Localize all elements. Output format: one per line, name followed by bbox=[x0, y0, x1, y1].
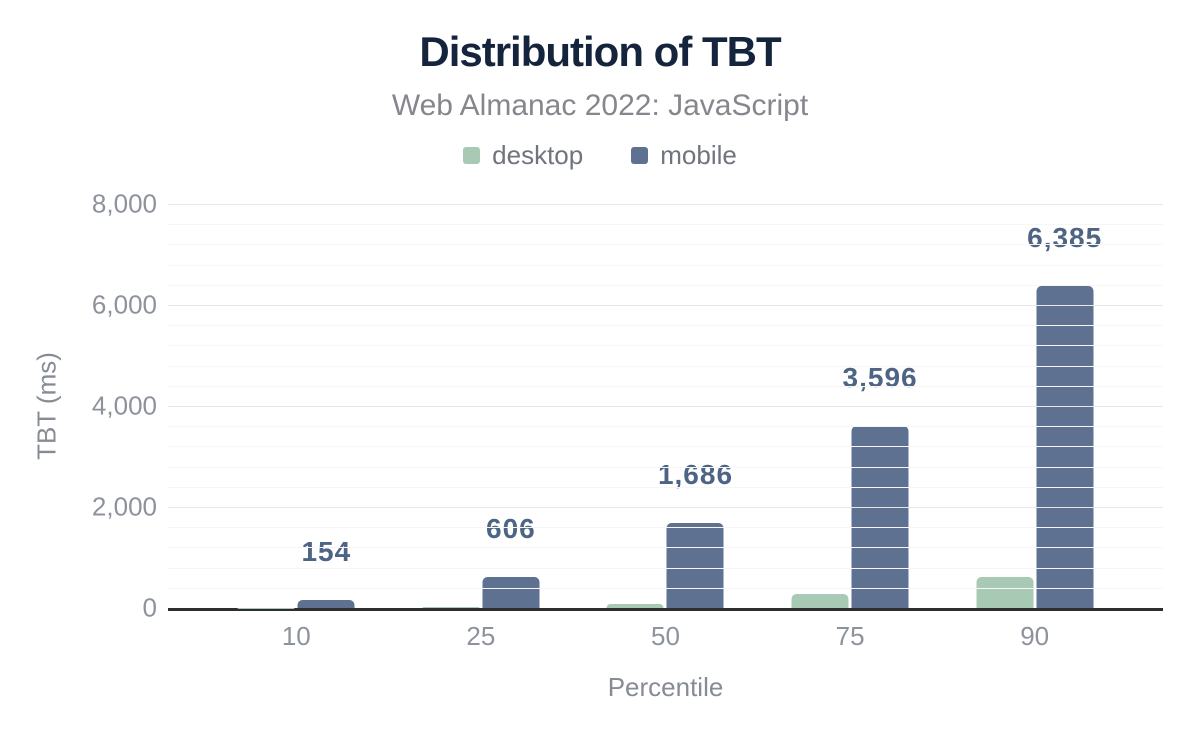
gridline-minor-800 bbox=[168, 567, 1163, 569]
gridline-minor-2800 bbox=[168, 466, 1163, 468]
gridline-minor-400 bbox=[168, 587, 1163, 589]
legend-item-desktop: desktop bbox=[463, 140, 583, 171]
bar-groups: 154 10 606 25 1,686 50 3,596 75 6,385 90 bbox=[204, 204, 1127, 651]
chart-subtitle: Web Almanac 2022: JavaScript bbox=[391, 89, 809, 122]
x-tick-label-10: 10 bbox=[281, 621, 311, 651]
bar-mobile-p25 bbox=[482, 577, 540, 608]
bar-group-75: 3,596 75 bbox=[758, 204, 943, 651]
gridline-minor-1600 bbox=[168, 527, 1163, 529]
gridline-minor-6400 bbox=[168, 284, 1163, 286]
bar-desktop-p25 bbox=[422, 607, 480, 608]
gridline-minor-3200 bbox=[168, 446, 1163, 448]
y-axis-title: TBT (ms) bbox=[31, 352, 62, 460]
legend-label-desktop: desktop bbox=[492, 140, 584, 170]
bar-pair-75 bbox=[791, 426, 909, 608]
y-tick-label-0: 0 bbox=[142, 592, 157, 623]
bar-desktop-p90 bbox=[976, 577, 1034, 608]
gridline-major-8000 bbox=[168, 204, 1163, 205]
y-tick-label-6000: 6,000 bbox=[91, 289, 157, 320]
gridline-minor-5600 bbox=[168, 325, 1163, 327]
gridline-minor-3600 bbox=[168, 426, 1163, 428]
legend: desktop mobile bbox=[0, 140, 1200, 171]
legend-label-mobile: mobile bbox=[660, 140, 737, 170]
gridline-minor-7200 bbox=[168, 244, 1163, 246]
bar-pair-10 bbox=[237, 600, 355, 608]
value-label-p50: 1,686 bbox=[657, 458, 734, 490]
gridline-minor-7600 bbox=[168, 224, 1163, 226]
value-label-p10: 154 bbox=[301, 536, 352, 568]
legend-item-mobile: mobile bbox=[631, 140, 737, 171]
plot-area: 154 10 606 25 1,686 50 3,596 75 6,385 90 0 2,000 4,… bbox=[92, 189, 1163, 651]
bar-group-50: 1,686 50 bbox=[573, 204, 758, 651]
bar-group-25: 606 25 bbox=[389, 204, 574, 651]
gridline-major-6000 bbox=[168, 305, 1163, 306]
bar-mobile-p10 bbox=[297, 600, 355, 608]
x-tick-label-90: 90 bbox=[1020, 621, 1050, 651]
bar-mobile-p50 bbox=[666, 522, 724, 608]
value-label-p75: 3,596 bbox=[842, 362, 918, 394]
bar-desktop-p50 bbox=[606, 604, 664, 608]
bar-pair-25 bbox=[422, 577, 540, 608]
bar-pair-50 bbox=[606, 522, 724, 608]
x-axis-title: Percentile bbox=[607, 672, 724, 702]
chart-title: Distribution of TBT bbox=[419, 28, 781, 75]
gridline-minor-4400 bbox=[168, 385, 1163, 387]
bar-desktop-p75 bbox=[791, 593, 849, 608]
x-tick-label-25: 25 bbox=[466, 621, 496, 651]
gridline-minor-4800 bbox=[168, 365, 1163, 367]
x-axis-line bbox=[168, 608, 1163, 611]
legend-swatch-mobile-icon bbox=[631, 147, 649, 164]
gridline-minor-6800 bbox=[168, 264, 1163, 266]
x-tick-label-50: 50 bbox=[651, 621, 680, 651]
y-tick-label-8000: 8,000 bbox=[91, 188, 157, 219]
y-tick-label-2000: 2,000 bbox=[91, 491, 157, 522]
x-tick-label-75: 75 bbox=[835, 621, 865, 651]
bar-group-10: 154 10 bbox=[204, 204, 389, 651]
gridline-minor-2400 bbox=[168, 486, 1163, 488]
gridline-major-2000 bbox=[168, 507, 1163, 508]
value-label-p90: 6,385 bbox=[1027, 221, 1103, 253]
y-tick-label-4000: 4,000 bbox=[91, 390, 157, 421]
bar-mobile-p75 bbox=[851, 426, 909, 608]
gridline-minor-1200 bbox=[168, 547, 1163, 549]
gridline-minor-5200 bbox=[168, 345, 1163, 347]
legend-swatch-desktop-icon bbox=[463, 147, 481, 164]
gridline-major-4000 bbox=[168, 406, 1163, 407]
value-label-p25: 606 bbox=[486, 513, 536, 545]
